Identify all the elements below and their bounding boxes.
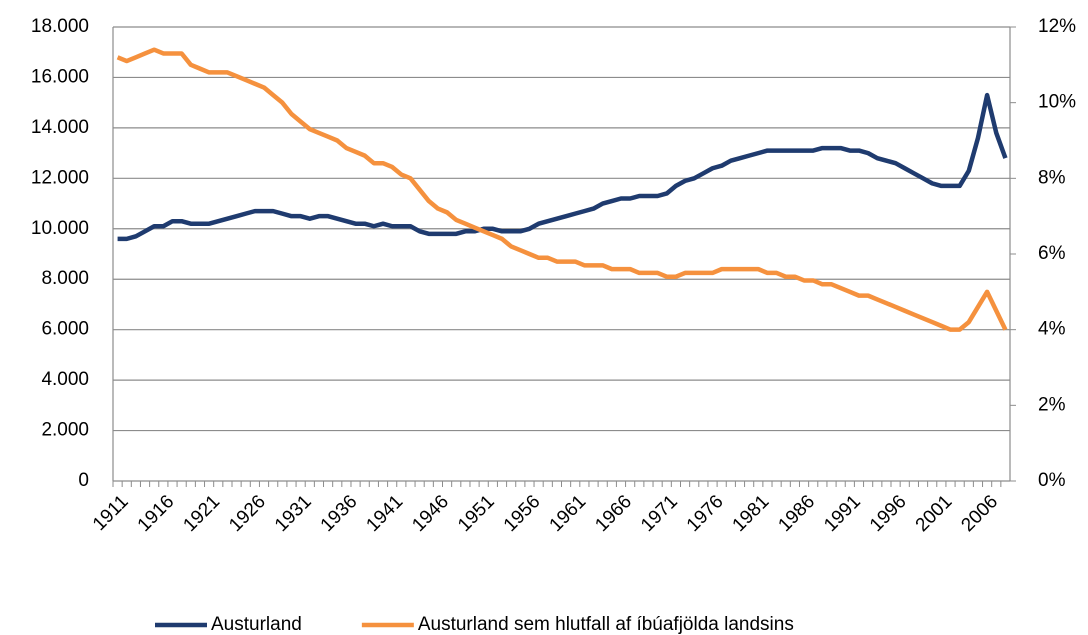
x-tick-label: 1916 <box>134 491 179 536</box>
x-tick-label: 1956 <box>500 491 545 536</box>
y-tick-label: 16.000 <box>31 66 89 87</box>
y-tick-label: 18.000 <box>31 16 89 37</box>
y-tick-label: 4.000 <box>41 369 89 390</box>
series-line <box>116 47 1008 332</box>
y-tick-label: 12.000 <box>31 167 89 188</box>
x-tick-label: 2006 <box>957 491 1002 536</box>
x-tick-label: 1971 <box>637 491 682 536</box>
x-tick-label: 1911 <box>89 491 133 535</box>
x-tick-label: 1961 <box>546 491 591 536</box>
x-tick-label: 2001 <box>912 491 957 536</box>
x-tick-label: 1991 <box>820 491 865 536</box>
x-tick-label: 1946 <box>408 491 453 536</box>
x-tick-label: 1981 <box>729 491 774 536</box>
x-tick-label: 1996 <box>866 491 911 536</box>
x-tick-label: 1976 <box>683 491 728 536</box>
x-tick-label: 1951 <box>454 491 499 536</box>
x-tick-label: 1966 <box>591 491 636 536</box>
y-tick-label: 0 <box>78 470 89 491</box>
x-tick-label: 1921 <box>179 491 224 536</box>
y-tick-label: 14.000 <box>31 117 89 138</box>
y-tick-label: 8.000 <box>41 268 89 289</box>
y2-tick-label: 4% <box>1038 319 1066 340</box>
y2-tick-label: 12% <box>1038 16 1076 37</box>
y2-tick-label: 6% <box>1038 243 1066 264</box>
x-tick-label: 1931 <box>271 491 316 536</box>
x-tick-label: 1926 <box>225 491 270 536</box>
legend-label: Austurland <box>211 614 302 635</box>
y-tick-label: 6.000 <box>41 319 89 340</box>
y2-tick-label: 0% <box>1038 470 1066 491</box>
x-tick-label: 1986 <box>774 491 819 536</box>
legend-label: Austurland sem hlutfall af íbúafjölda la… <box>418 614 794 635</box>
x-tick-label: 1941 <box>363 491 408 536</box>
y-tick-label: 10.000 <box>31 218 89 239</box>
x-tick-label: 1936 <box>317 491 362 536</box>
y2-tick-label: 10% <box>1038 92 1076 113</box>
y-tick-label: 2.000 <box>41 420 89 441</box>
series-line <box>117 92 1008 242</box>
y2-tick-label: 8% <box>1038 167 1066 188</box>
y2-tick-label: 2% <box>1038 394 1066 415</box>
